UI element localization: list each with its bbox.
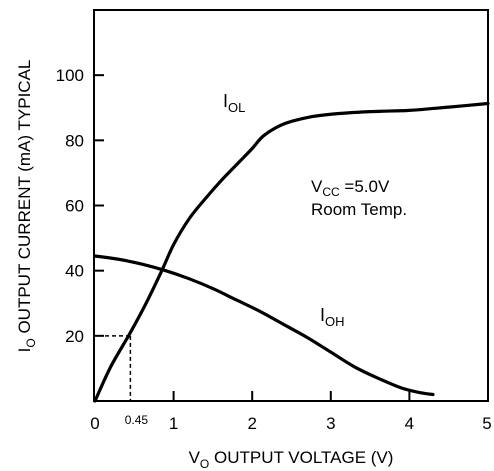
x-axis-ticks: 0 1 2 3 4 5 (90, 391, 492, 433)
x-tick-label: 1 (169, 414, 178, 433)
condition-vcc: VCC =5.0V (311, 177, 390, 199)
condition-temp: Room Temp. (311, 200, 407, 219)
marker-x-label: 0.45 (125, 413, 149, 427)
series-iol-label: IOL (223, 91, 245, 115)
plot-frame (93, 9, 489, 402)
x-tick-label: 5 (482, 414, 491, 433)
series-ioh-label: IOH (320, 305, 345, 329)
series-iol-line (93, 101, 490, 403)
x-axis-title: VO OUTPUT VOLTAGE (V) (189, 448, 394, 471)
y-tick-label: 60 (65, 197, 84, 216)
x-tick-label: 4 (405, 414, 414, 433)
x-tick-label: 3 (326, 414, 335, 433)
series-ioh-line (93, 254, 435, 397)
x-tick-label: 2 (247, 414, 256, 433)
y-axis-title: IO OUTPUT CURRENT (mA) TYPICAL (15, 60, 38, 353)
y-tick-label: 80 (65, 131, 84, 150)
y-tick-label: 20 (65, 327, 84, 346)
y-tick-label: 40 (65, 262, 84, 281)
y-axis-ticks: 20 40 60 80 100 (56, 66, 104, 346)
y-tick-label: 100 (56, 66, 84, 85)
x-tick-label: 0 (90, 414, 99, 433)
